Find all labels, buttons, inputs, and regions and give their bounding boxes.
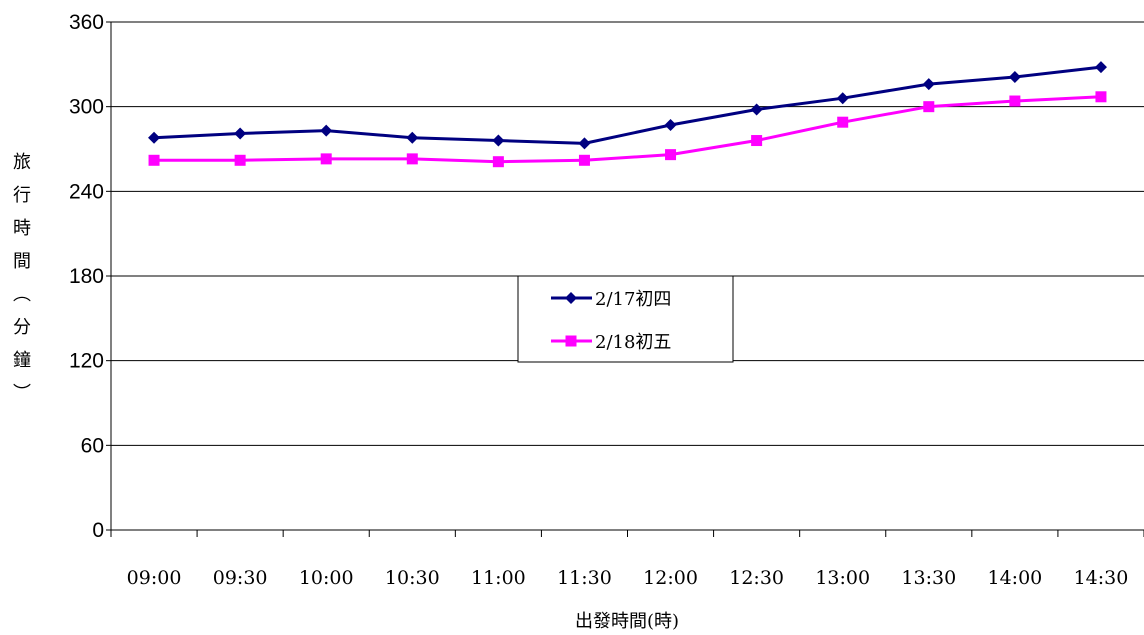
legend-box — [517, 275, 734, 363]
x-tick-label: 13:30 — [901, 567, 956, 589]
data-point — [492, 134, 505, 147]
legend-label: 2/18初五 — [595, 332, 671, 353]
data-point — [578, 154, 590, 166]
x-tick-label: 12:30 — [729, 567, 784, 589]
legend-marker — [565, 335, 577, 347]
data-point — [406, 153, 418, 165]
legend-item: 2/17初四 — [551, 289, 671, 310]
y-axis-title-char: 時 — [13, 218, 31, 239]
y-tick-label: 180 — [69, 265, 104, 288]
series-lines — [148, 61, 1107, 168]
data-point — [234, 127, 247, 140]
y-tick-label: 0 — [92, 519, 104, 542]
data-point — [1009, 95, 1021, 107]
data-point — [665, 149, 677, 161]
x-tick-label: 13:00 — [815, 567, 870, 589]
data-point — [492, 156, 504, 168]
y-tick-label: 60 — [81, 434, 104, 457]
y-tick-label: 120 — [69, 350, 104, 373]
data-point — [664, 119, 677, 132]
data-point — [148, 154, 160, 166]
data-point — [320, 124, 333, 137]
data-point — [406, 131, 419, 144]
data-point — [837, 116, 849, 128]
y-axis-title-char: ︵ — [13, 284, 31, 305]
x-tick-label: 10:00 — [299, 567, 354, 589]
legend-marker — [565, 292, 577, 304]
data-point — [234, 154, 246, 166]
y-axis-title-char: 旅 — [13, 152, 31, 173]
data-point — [836, 92, 849, 105]
data-point — [578, 137, 591, 150]
x-axis-title: 出發時間(時) — [575, 611, 679, 632]
x-tick-label: 09:30 — [213, 567, 268, 589]
series-line — [153, 65, 1102, 145]
y-tick-label: 300 — [69, 96, 104, 119]
data-point — [1095, 91, 1107, 103]
gridlines — [111, 21, 1144, 446]
series-1 — [148, 61, 1107, 150]
x-tick-label: 11:30 — [557, 567, 612, 589]
data-point — [751, 135, 763, 147]
y-axis-title-char: ︶ — [13, 383, 31, 404]
axes — [106, 21, 1144, 537]
series-2 — [148, 91, 1107, 168]
legend: 2/17初四 2/18初五 — [517, 275, 734, 363]
data-point — [923, 101, 935, 113]
y-axis-ticks: 0 60 120 180 240 300 360 — [69, 11, 104, 542]
x-tick-label: 14:00 — [987, 567, 1042, 589]
y-axis-title-char: 間 — [13, 251, 31, 272]
data-point — [922, 78, 935, 91]
legend-label: 2/17初四 — [595, 289, 671, 310]
x-tick-label: 10:30 — [385, 567, 440, 589]
y-axis-title-char: 分 — [13, 317, 31, 338]
y-tick-label: 240 — [69, 180, 104, 203]
y-tick-label: 360 — [69, 11, 104, 34]
legend-item: 2/18初五 — [551, 332, 671, 353]
data-point — [148, 131, 161, 144]
y-axis-title-char: 鐘 — [13, 350, 31, 371]
x-tick-label: 14:30 — [1074, 567, 1129, 589]
data-point — [750, 103, 763, 116]
x-tick-label: 12:00 — [643, 567, 698, 589]
x-tick-label: 11:00 — [471, 567, 526, 589]
x-tick-label: 09:00 — [127, 567, 182, 589]
data-point — [1008, 71, 1021, 84]
y-axis-title-char: 行 — [13, 185, 31, 206]
data-point — [320, 153, 332, 165]
data-point — [1094, 61, 1107, 74]
series-line — [154, 95, 1102, 164]
x-axis-ticks: 09:00 09:30 10:00 10:30 11:00 11:30 12:00 12:30… — [127, 567, 1129, 589]
